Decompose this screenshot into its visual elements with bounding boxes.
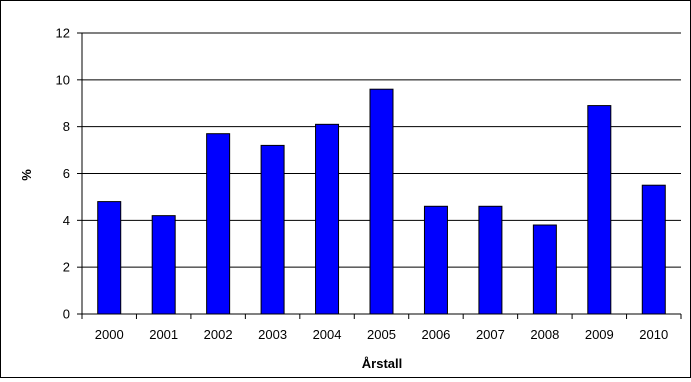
- y-tick-label: 8: [63, 119, 70, 134]
- bar-2009: [587, 105, 612, 315]
- bar-2000: [97, 201, 122, 315]
- bars-group: [97, 88, 666, 315]
- y-tick-label: 2: [63, 260, 70, 275]
- x-tick-label: 2003: [258, 327, 287, 342]
- y-tick-label: 0: [63, 307, 70, 322]
- x-tick-label: 2004: [313, 327, 342, 342]
- bar-2004: [315, 123, 340, 315]
- x-tick-label: 2007: [476, 327, 505, 342]
- bar-2005: [369, 88, 394, 315]
- x-axis-label: Årstall: [362, 356, 402, 371]
- x-tick-labels: 2000 2001 2002 2003 2004 2005 2006 2007 2008 2009…: [95, 327, 668, 342]
- x-tick-label: 2005: [367, 327, 396, 342]
- x-tick-label: 2001: [149, 327, 178, 342]
- y-tick-label: 6: [63, 166, 70, 181]
- y-tick-label: 12: [56, 26, 70, 41]
- x-tick-label: 2008: [530, 327, 559, 342]
- bar-2010: [641, 184, 666, 315]
- y-tick-label: 4: [63, 213, 70, 228]
- x-tick-label: 2006: [421, 327, 450, 342]
- axes-group: [81, 33, 682, 319]
- bar-2001: [151, 215, 176, 315]
- bar-2003: [260, 144, 285, 315]
- x-tick-label: 2000: [95, 327, 124, 342]
- x-tick-label: 2009: [585, 327, 614, 342]
- y-axis-label: %: [19, 169, 34, 181]
- bar-2007: [478, 205, 503, 315]
- bar-2002: [206, 133, 231, 315]
- x-tick-label: 2002: [204, 327, 233, 342]
- y-tick-labels: 0 2 4 6 8 10 12: [56, 26, 70, 322]
- y-tick-label: 10: [56, 72, 70, 87]
- bar-2008: [532, 224, 557, 315]
- x-tick-label: 2010: [639, 327, 668, 342]
- bar-2006: [423, 205, 448, 315]
